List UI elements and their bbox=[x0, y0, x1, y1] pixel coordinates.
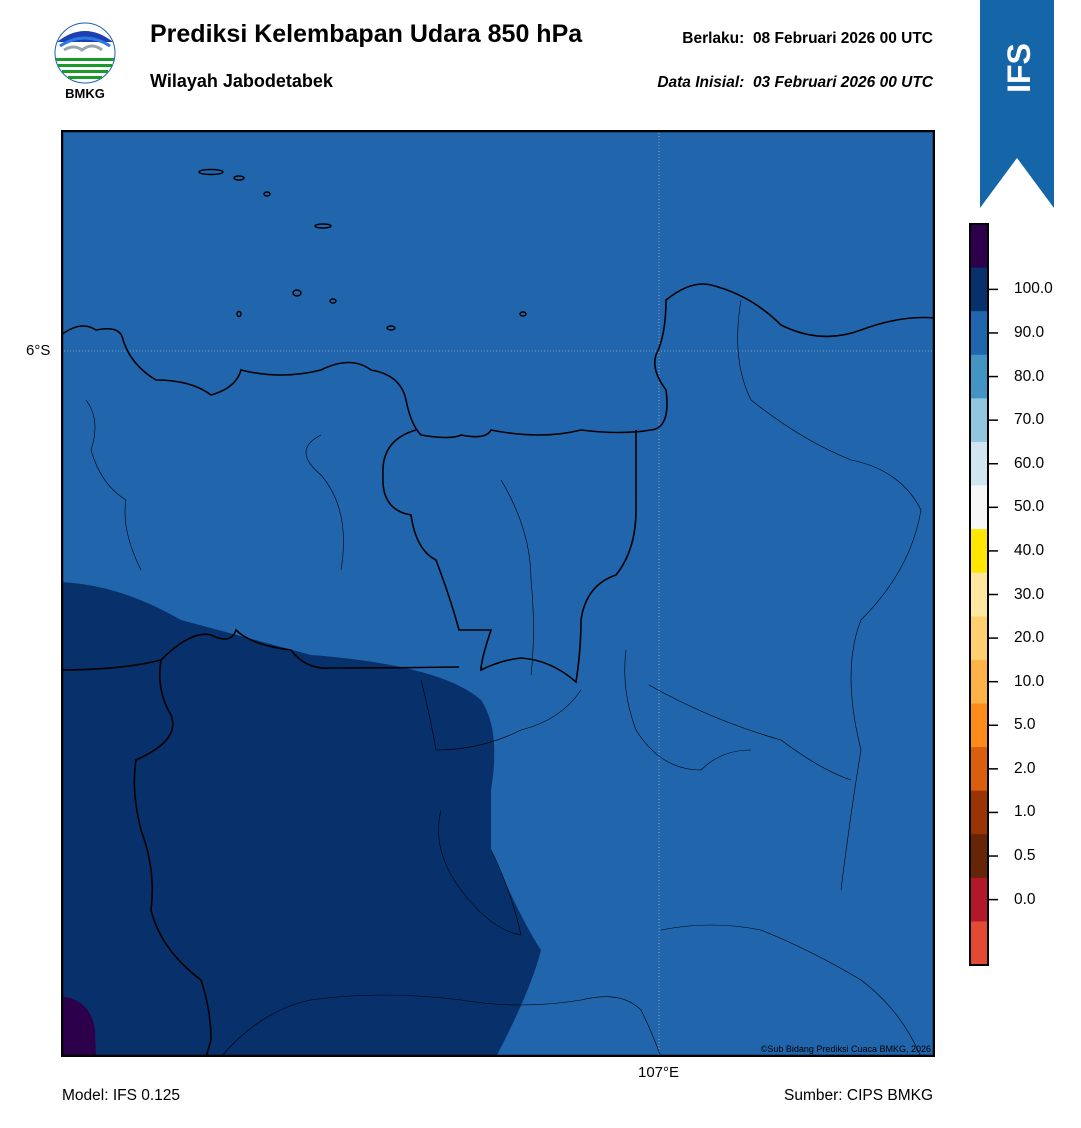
colorbar-tick-label: 5.0 bbox=[1014, 716, 1036, 734]
colorbar-tick-label: 60.0 bbox=[1014, 455, 1044, 473]
colorbar-swatch bbox=[970, 660, 988, 704]
colorbar-swatch bbox=[970, 486, 988, 530]
region-subtitle: Wilayah Jabodetabek bbox=[150, 71, 333, 92]
init-time: Data Inisial: 03 Februari 2026 00 UTC bbox=[657, 74, 933, 92]
lon-tick-label: 107°E bbox=[638, 1064, 679, 1081]
colorbar-swatch bbox=[970, 398, 988, 442]
humidity-map: ©Sub Bidang Prediksi Cuaca BMKG, 2026 bbox=[61, 130, 935, 1057]
colorbar-swatch bbox=[970, 703, 988, 747]
source-info: Sumber: CIPS BMKG bbox=[784, 1087, 933, 1105]
logo-text: BMKG bbox=[65, 86, 105, 101]
colorbar-swatch bbox=[970, 529, 988, 573]
init-value: 03 Februari 2026 00 UTC bbox=[753, 74, 933, 91]
valid-value: 08 Februari 2026 00 UTC bbox=[753, 30, 933, 47]
bmkg-logo: BMKG bbox=[52, 20, 118, 104]
colorbar-tick-label: 30.0 bbox=[1014, 586, 1044, 604]
colorbar-swatch bbox=[970, 268, 988, 312]
ifs-ribbon: IFS bbox=[980, 0, 1054, 208]
colorbar-swatch bbox=[970, 921, 988, 965]
colorbar-swatch bbox=[970, 573, 988, 617]
colorbar-tick-label: 2.0 bbox=[1014, 760, 1036, 778]
colorbar-tick-label: 1.0 bbox=[1014, 803, 1036, 821]
colorbar-tick-label: 10.0 bbox=[1014, 673, 1044, 691]
colorbar-labels: 100.0 90.0 80.0 70.0 60.0 50.0 40.0 30.0 20.0 10.… bbox=[1014, 222, 1080, 967]
page-title: Prediksi Kelembapan Udara 850 hPa bbox=[150, 20, 582, 49]
model-info: Model: IFS 0.125 bbox=[62, 1087, 180, 1105]
colorbar-swatch bbox=[970, 878, 988, 922]
colorbar-swatch bbox=[970, 355, 988, 399]
valid-label: Berlaku: bbox=[682, 30, 744, 47]
colorbar-tick-label: 50.0 bbox=[1014, 498, 1044, 516]
colorbar-tick-label: 70.0 bbox=[1014, 411, 1044, 429]
colorbar-swatch bbox=[970, 791, 988, 835]
lat-tick-label: 6°S bbox=[26, 342, 50, 359]
colorbar-tick-label: 90.0 bbox=[1014, 324, 1044, 342]
colorbar-tick-label: 20.0 bbox=[1014, 629, 1044, 647]
colorbar-swatch bbox=[970, 311, 988, 355]
init-label: Data Inisial: bbox=[657, 74, 744, 91]
ribbon-text: IFS bbox=[1001, 43, 1037, 93]
colorbar-swatch bbox=[970, 616, 988, 660]
colorbar-tick-label: 80.0 bbox=[1014, 368, 1044, 386]
map-credit: ©Sub Bidang Prediksi Cuaca BMKG, 2026 bbox=[761, 1044, 931, 1054]
valid-time: Berlaku: 08 Februari 2026 00 UTC bbox=[682, 30, 933, 48]
colorbar-tick-label: 0.0 bbox=[1014, 891, 1036, 909]
colorbar-tick-label: 100.0 bbox=[1014, 280, 1053, 298]
colorbar-tick-label: 0.5 bbox=[1014, 847, 1036, 865]
colorbar-swatch bbox=[970, 224, 988, 268]
colorbar-swatch bbox=[970, 747, 988, 791]
colorbar-swatch bbox=[970, 442, 988, 486]
colorbar-swatch bbox=[970, 834, 988, 878]
colorbar-tick-label: 40.0 bbox=[1014, 542, 1044, 560]
